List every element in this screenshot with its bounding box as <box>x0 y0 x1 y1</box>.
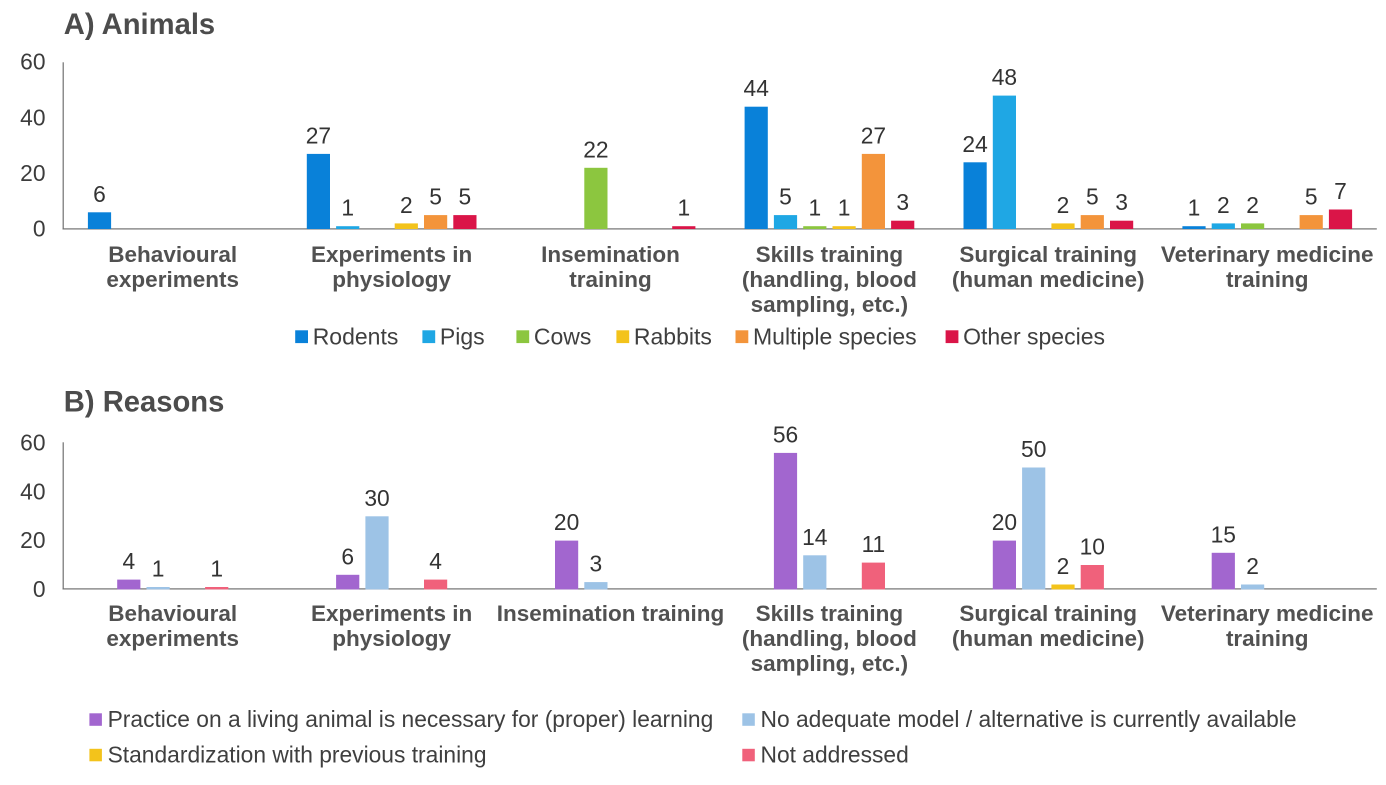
svg-text:50: 50 <box>1021 436 1046 462</box>
svg-text:Other species: Other species <box>963 324 1105 350</box>
svg-text:3: 3 <box>590 551 603 577</box>
svg-text:1: 1 <box>677 195 690 221</box>
svg-text:6: 6 <box>341 543 354 569</box>
svg-text:(handling, blood: (handling, blood <box>742 267 917 292</box>
svg-text:1: 1 <box>341 195 354 221</box>
svg-text:Rodents: Rodents <box>313 324 399 350</box>
svg-text:1: 1 <box>838 195 851 221</box>
svg-text:1: 1 <box>808 195 821 221</box>
svg-text:5: 5 <box>429 184 442 210</box>
svg-text:Experiments in: Experiments in <box>311 242 472 267</box>
svg-text:20: 20 <box>554 509 579 535</box>
svg-text:6: 6 <box>93 181 106 207</box>
svg-text:10: 10 <box>1080 534 1105 560</box>
svg-text:Behavioural: Behavioural <box>108 242 237 267</box>
svg-text:Skills training: Skills training <box>756 242 904 267</box>
svg-text:Standardization with previous: Standardization with previous training <box>108 741 487 767</box>
svg-text:Practice on a living animal is: Practice on a living animal is necessary… <box>108 706 714 732</box>
svg-text:60: 60 <box>20 49 45 75</box>
svg-text:2: 2 <box>1057 192 1070 218</box>
svg-text:48: 48 <box>992 64 1017 90</box>
svg-text:Pigs: Pigs <box>440 324 485 350</box>
svg-text:3: 3 <box>896 189 909 215</box>
svg-text:Rabbits: Rabbits <box>634 324 712 350</box>
svg-text:0: 0 <box>33 216 46 242</box>
svg-text:4: 4 <box>122 548 135 574</box>
svg-text:27: 27 <box>861 122 886 148</box>
svg-text:27: 27 <box>306 122 331 148</box>
svg-text:A) Animals: A) Animals <box>64 9 215 41</box>
svg-text:(handling, blood: (handling, blood <box>742 626 917 651</box>
svg-text:2: 2 <box>1246 192 1259 218</box>
svg-text:5: 5 <box>1086 184 1099 210</box>
svg-text:(human medicine): (human medicine) <box>952 267 1145 292</box>
svg-text:Not addressed: Not addressed <box>761 741 909 767</box>
svg-text:Surgical training: Surgical training <box>959 242 1137 267</box>
svg-text:7: 7 <box>1334 178 1347 204</box>
svg-text:5: 5 <box>1305 184 1318 210</box>
svg-text:1: 1 <box>210 556 223 582</box>
svg-text:experiments: experiments <box>106 267 239 292</box>
svg-text:Insemination training: Insemination training <box>497 601 725 626</box>
svg-text:5: 5 <box>779 184 792 210</box>
svg-text:experiments: experiments <box>106 626 239 651</box>
svg-text:3: 3 <box>1115 189 1128 215</box>
svg-text:Insemination: Insemination <box>541 242 680 267</box>
svg-text:training: training <box>569 267 652 292</box>
svg-text:24: 24 <box>962 131 988 157</box>
svg-text:Behavioural: Behavioural <box>108 601 237 626</box>
svg-text:1: 1 <box>1188 195 1201 221</box>
svg-text:40: 40 <box>20 478 45 504</box>
svg-text:0: 0 <box>33 576 46 602</box>
svg-text:Surgical training: Surgical training <box>959 601 1137 626</box>
svg-text:20: 20 <box>20 527 45 553</box>
svg-text:(human medicine): (human medicine) <box>952 626 1145 651</box>
svg-text:44: 44 <box>744 75 770 101</box>
svg-text:training: training <box>1226 267 1309 292</box>
svg-text:2: 2 <box>1217 192 1230 218</box>
svg-text:60: 60 <box>20 430 45 456</box>
svg-text:2: 2 <box>1246 553 1259 579</box>
svg-text:5: 5 <box>459 184 472 210</box>
svg-text:22: 22 <box>583 136 608 162</box>
svg-text:Experiments in: Experiments in <box>311 601 472 626</box>
svg-text:sampling, etc.): sampling, etc.) <box>751 651 909 676</box>
svg-text:Cows: Cows <box>534 324 592 350</box>
svg-text:11: 11 <box>862 531 886 557</box>
svg-text:training: training <box>1226 626 1309 651</box>
svg-text:56: 56 <box>773 421 798 447</box>
svg-text:4: 4 <box>429 548 442 574</box>
svg-text:40: 40 <box>20 104 45 130</box>
svg-text:Veterinary medicine: Veterinary medicine <box>1161 242 1374 267</box>
svg-text:2: 2 <box>1057 553 1070 579</box>
svg-text:Skills training: Skills training <box>756 601 904 626</box>
svg-text:20: 20 <box>992 509 1017 535</box>
svg-text:physiology: physiology <box>332 626 451 651</box>
svg-text:30: 30 <box>364 485 389 511</box>
svg-text:15: 15 <box>1211 521 1236 547</box>
svg-text:B) Reasons: B) Reasons <box>64 386 225 418</box>
svg-text:Multiple species: Multiple species <box>753 324 917 350</box>
svg-text:14: 14 <box>802 524 828 550</box>
svg-text:physiology: physiology <box>332 267 451 292</box>
svg-text:20: 20 <box>20 160 45 186</box>
svg-text:1: 1 <box>152 556 165 582</box>
svg-text:Veterinary medicine: Veterinary medicine <box>1161 601 1374 626</box>
svg-text:No adequate model / alternativ: No adequate model / alternative is curre… <box>761 706 1297 732</box>
svg-text:sampling, etc.): sampling, etc.) <box>751 292 909 317</box>
svg-text:2: 2 <box>400 192 413 218</box>
